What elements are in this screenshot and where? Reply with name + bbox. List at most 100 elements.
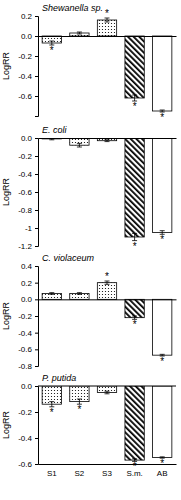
y-tick: -0.4 — [18, 72, 38, 81]
error-bar-cap — [132, 95, 137, 96]
annotation: * — [133, 241, 137, 252]
y-tick-mark — [35, 464, 38, 465]
y-tick-label: -1 — [25, 224, 33, 233]
y-tick: 0.0 — [21, 295, 38, 304]
bar — [153, 386, 172, 458]
error-bar — [77, 143, 82, 147]
y-tick: -1.2 — [18, 242, 38, 251]
x-axis-line — [39, 36, 177, 37]
error-bar-stem — [79, 143, 80, 147]
y-tick-label: -0.6 — [18, 92, 32, 101]
bar — [153, 36, 172, 111]
annotation: * — [160, 234, 164, 245]
y-tick-mark — [35, 386, 38, 387]
y-tick-label: -0.4 — [18, 434, 32, 443]
y-tick-label: 0.2 — [21, 279, 33, 288]
error-bar-cap — [49, 294, 54, 295]
error-bar-cap — [160, 230, 165, 231]
y-tick-mark — [35, 96, 38, 97]
error-bar-cap — [105, 393, 110, 394]
annotation: * — [133, 101, 137, 112]
y-tick-label: -0.2 — [18, 408, 32, 417]
bar — [125, 138, 144, 237]
error-bar-cap — [77, 292, 82, 293]
y-tick-mark — [35, 192, 38, 193]
panel: 0.20.0-0.2-0.4-0.6****Shewanella sp.LogR… — [1, 3, 177, 123]
error-bar — [105, 140, 110, 142]
error-bar — [77, 293, 82, 295]
zero-line — [38, 386, 176, 387]
y-axis-line — [35, 139, 39, 247]
y-axis: 0.40.20.0-0.2-0.4-0.6-0.8 — [18, 262, 38, 371]
bar — [97, 283, 116, 300]
x-tick-label: S1 — [47, 469, 57, 478]
x-tick: S1 — [47, 464, 57, 478]
x-axis-line — [39, 138, 177, 139]
x-tick: S3 — [102, 464, 112, 478]
plot-area — [42, 18, 172, 112]
x-axis — [39, 138, 177, 140]
x-axis — [39, 36, 177, 38]
error-bar-cap — [49, 139, 54, 140]
y-tick: -0.2 — [18, 312, 38, 321]
y-tick-label: -0.2 — [18, 52, 32, 61]
error-bar-cap — [49, 292, 54, 293]
x-axis-line — [39, 464, 177, 465]
y-tick-label: 0.0 — [21, 295, 33, 304]
y-tick: -1 — [25, 224, 38, 233]
y-tick-label: 0.0 — [21, 382, 33, 391]
x-tick-label: AB — [157, 469, 168, 478]
y-tick-label: -0.4 — [18, 170, 32, 179]
y-tick-label: 0.4 — [21, 262, 33, 271]
panel: 0.40.20.0-0.2-0.4-0.6-0.8***C. violaceum… — [1, 253, 177, 371]
y-tick: -0.6 — [18, 188, 38, 197]
y-tick-label: -0.4 — [18, 72, 32, 81]
y-tick: -0.4 — [18, 329, 38, 338]
y-label: LogRR — [1, 410, 11, 439]
y-tick-label: -0.8 — [18, 362, 32, 371]
y-tick-label: -1.2 — [18, 242, 32, 251]
y-tick-label: -0.2 — [18, 312, 32, 321]
x-axis-line — [39, 299, 177, 300]
y-tick-label: -0.6 — [18, 188, 32, 197]
annotation: * — [133, 319, 137, 330]
y-tick: 0.2 — [21, 12, 38, 21]
y-tick: 0.0 — [21, 32, 38, 41]
error-bar-cap — [77, 147, 82, 148]
y-tick: 0.4 — [21, 262, 38, 271]
annotation: * — [160, 356, 164, 367]
error-bar-cap — [132, 316, 137, 317]
x-tick-label: S2 — [75, 469, 85, 478]
title: P. putida — [42, 373, 76, 383]
error-bar-cap — [105, 391, 110, 392]
y-tick: -0.2 — [18, 152, 38, 161]
y-tick: -0.6 — [18, 92, 38, 101]
y-tick-mark — [35, 438, 38, 439]
y-tick-mark — [35, 316, 38, 317]
error-bar-cap — [77, 34, 82, 35]
error-bar-cap — [49, 401, 54, 402]
bar — [153, 299, 172, 355]
y-tick: -0.4 — [18, 434, 38, 443]
y-tick-label: -0.2 — [18, 152, 32, 161]
error-bar-cap — [160, 110, 165, 111]
error-bar — [77, 32, 82, 34]
annotation: * — [160, 458, 164, 469]
y-tick-mark — [35, 333, 38, 334]
error-bar-cap — [77, 143, 82, 144]
title: C. violaceum — [42, 253, 95, 263]
y-label: LogRR — [1, 301, 11, 330]
bar — [70, 294, 89, 300]
error-bar-cap — [105, 141, 110, 142]
annotation: * — [105, 271, 109, 282]
y-axis: 0.2 0.0 -0.2 -0.4 -0.6 — [18, 12, 38, 116]
y-tick-label: -0.8 — [18, 206, 32, 215]
annotation: * — [133, 461, 137, 472]
y-tick-mark — [35, 16, 38, 17]
y-tick-label: 0.2 — [21, 12, 33, 21]
y-label: LogRR — [1, 177, 11, 206]
bar — [97, 386, 116, 393]
error-bar-cap — [77, 32, 82, 33]
y-tick-mark — [35, 349, 38, 350]
panel: 0.0-0.2-0.4-0.6S1S2S3S.m.AB****P. putida… — [1, 373, 177, 478]
